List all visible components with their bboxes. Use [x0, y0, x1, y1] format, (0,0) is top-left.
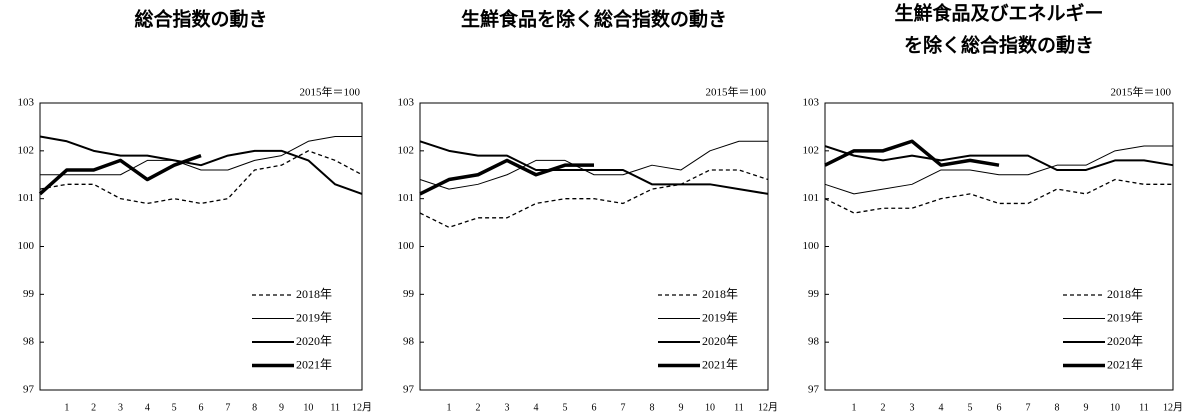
x-tick-label: 10 [1110, 402, 1120, 413]
series-line [824, 178, 1173, 214]
x-tick-label: 9 [1084, 402, 1089, 413]
series-line [419, 158, 594, 196]
y-tick-label: 102 [18, 144, 35, 156]
chart-title: 総合指数の動き [134, 8, 267, 31]
series-line [419, 140, 768, 190]
y-tick-label: 101 [803, 192, 820, 204]
legend-label: 2020年 [296, 334, 332, 348]
x-tick-label: 7 [225, 402, 230, 413]
x-tick-label: 5 [172, 402, 177, 413]
x-tick-label: 6 [592, 402, 597, 413]
legend-label: 2018年 [1107, 287, 1143, 301]
y-tick-label: 103 [18, 97, 35, 109]
x-tick-label: 6 [997, 402, 1002, 413]
unit-note: 2015年＝100 [1111, 85, 1172, 99]
series-line [39, 150, 363, 205]
y-tick-label: 101 [18, 192, 35, 204]
y-tick-label: 103 [803, 97, 820, 109]
x-tick-label: 7 [621, 402, 626, 413]
series-line [419, 140, 769, 195]
x-tick-label: 12月 [758, 401, 778, 413]
y-tick-label: 102 [803, 144, 820, 156]
x-tick-label: 3 [505, 402, 510, 413]
x-tick-label: 6 [199, 402, 204, 413]
x-tick-label: 11 [330, 402, 340, 413]
y-tick-label: 102 [398, 144, 415, 156]
legend-label: 2019年 [702, 310, 738, 324]
x-tick-label: 2 [91, 402, 96, 413]
x-tick-label: 8 [1055, 402, 1060, 413]
y-tick-label: 99 [808, 288, 820, 300]
legend-label: 2018年 [296, 287, 332, 301]
x-tick-label: 8 [252, 402, 257, 413]
legend-label: 2018年 [702, 287, 738, 301]
y-tick-label: 103 [398, 97, 415, 109]
x-tick-label: 3 [910, 402, 915, 413]
y-tick-label: 100 [18, 240, 35, 252]
x-tick-label: 9 [679, 402, 684, 413]
legend-label: 2020年 [1107, 334, 1143, 348]
x-tick-label: 4 [939, 402, 944, 413]
series-line [824, 139, 1000, 167]
series-line [39, 135, 363, 195]
x-tick-label: 5 [563, 402, 568, 413]
series-line [38, 153, 202, 196]
x-tick-label: 4 [534, 402, 539, 413]
y-tick-label: 101 [398, 192, 415, 204]
x-tick-label: 11 [1139, 402, 1149, 413]
legend-label: 2021年 [702, 357, 738, 371]
x-tick-label: 10 [303, 402, 313, 413]
x-tick-label: 11 [734, 402, 744, 413]
legend-label: 2021年 [1107, 357, 1143, 371]
legend-label: 2020年 [702, 334, 738, 348]
x-tick-label: 12月 [1163, 401, 1183, 413]
x-tick-label: 12月 [352, 401, 372, 413]
x-tick-label: 1 [852, 402, 857, 413]
series-line [824, 145, 1173, 195]
y-tick-label: 99 [403, 288, 415, 300]
x-tick-label: 7 [1026, 402, 1031, 413]
legend-label: 2019年 [1107, 310, 1143, 324]
chart-title: を除く総合指数の動き [904, 34, 1094, 57]
y-tick-label: 98 [23, 336, 35, 348]
series-line [824, 145, 1174, 171]
x-tick-label: 4 [145, 402, 150, 413]
x-tick-label: 3 [118, 402, 123, 413]
x-tick-label: 5 [968, 402, 973, 413]
x-tick-label: 2 [881, 402, 886, 413]
y-tick-label: 98 [808, 336, 820, 348]
x-tick-label: 1 [447, 402, 452, 413]
unit-note: 2015年＝100 [706, 85, 767, 99]
x-tick-label: 9 [279, 402, 284, 413]
legend-label: 2019年 [296, 310, 332, 324]
x-tick-label: 10 [705, 402, 715, 413]
y-tick-label: 100 [803, 240, 820, 252]
unit-note: 2015年＝100 [300, 85, 361, 99]
y-tick-label: 97 [808, 384, 820, 396]
x-tick-label: 2 [476, 402, 481, 413]
y-tick-label: 97 [403, 384, 415, 396]
x-tick-label: 1 [64, 402, 69, 413]
y-tick-label: 99 [23, 288, 35, 300]
y-tick-label: 100 [398, 240, 415, 252]
x-tick-label: 8 [650, 402, 655, 413]
series-line [40, 135, 362, 176]
legend-label: 2021年 [296, 357, 332, 371]
chart-title: 生鮮食品及びエネルギー [894, 2, 1103, 25]
y-tick-label: 98 [403, 336, 415, 348]
y-tick-label: 97 [23, 384, 35, 396]
chart-title: 生鮮食品を除く総合指数の動き [461, 8, 727, 31]
series-line [419, 169, 769, 229]
